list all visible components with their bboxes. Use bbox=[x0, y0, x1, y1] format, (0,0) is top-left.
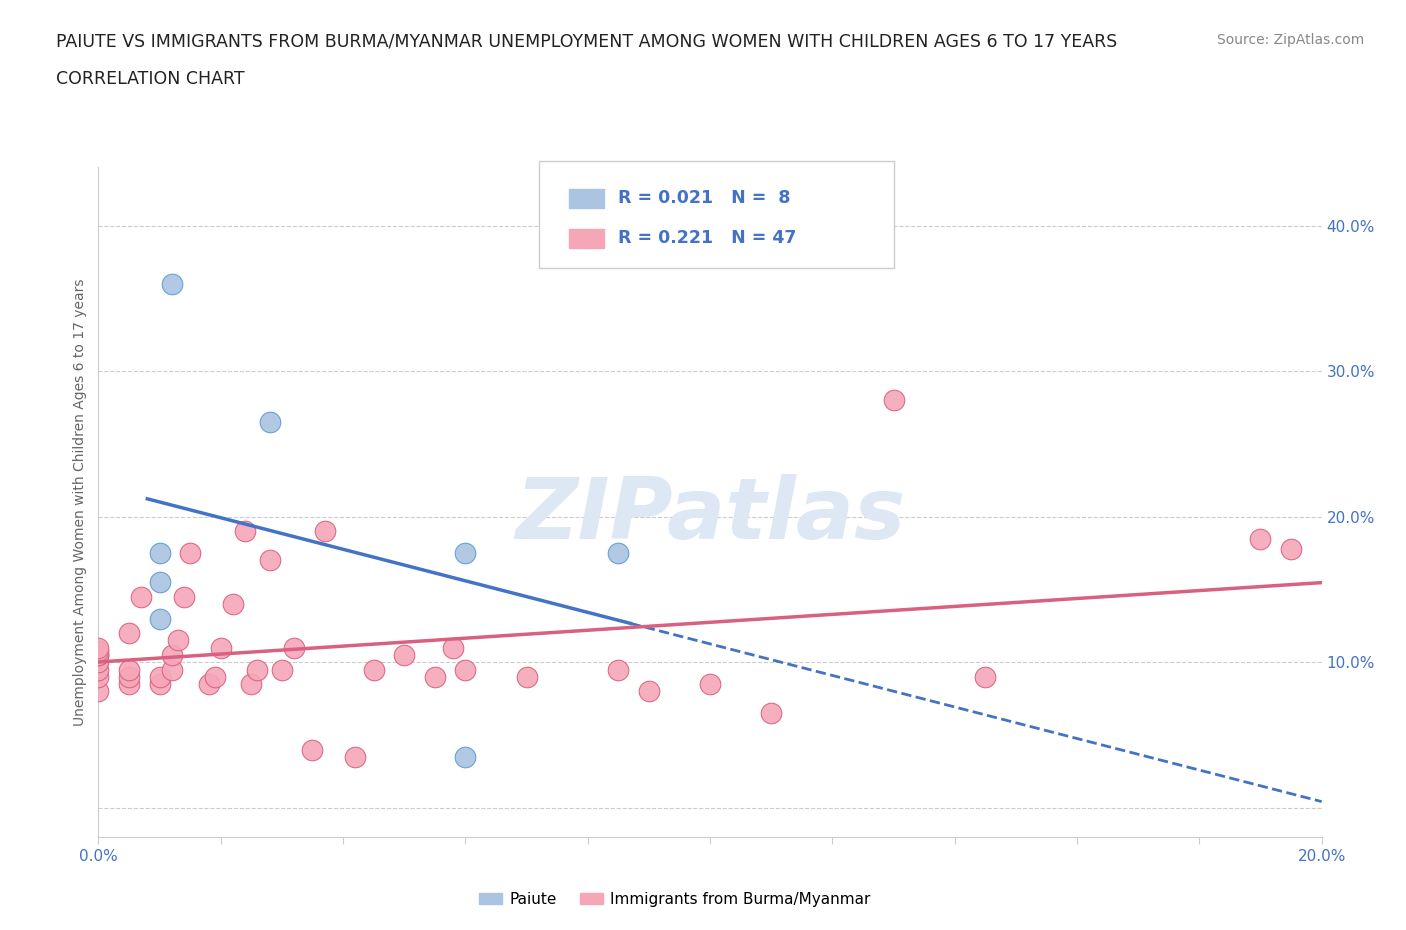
Point bbox=[454, 546, 477, 561]
Point bbox=[179, 546, 201, 561]
Point bbox=[167, 633, 190, 648]
Text: CORRELATION CHART: CORRELATION CHART bbox=[56, 70, 245, 87]
Point bbox=[87, 644, 110, 658]
Text: R = 0.021   N =  8: R = 0.021 N = 8 bbox=[619, 189, 790, 207]
Point bbox=[259, 553, 281, 568]
Point bbox=[637, 684, 661, 698]
Point bbox=[516, 670, 538, 684]
Point bbox=[392, 647, 416, 662]
Point bbox=[246, 662, 269, 677]
Point bbox=[149, 670, 172, 684]
Point bbox=[149, 611, 172, 626]
Point bbox=[87, 641, 110, 656]
Point bbox=[87, 662, 110, 677]
Legend: Paiute, Immigrants from Burma/Myanmar: Paiute, Immigrants from Burma/Myanmar bbox=[472, 886, 877, 913]
Point bbox=[454, 662, 477, 677]
Point bbox=[1249, 531, 1271, 546]
Point bbox=[974, 670, 997, 684]
Point bbox=[197, 677, 219, 692]
Point bbox=[149, 677, 172, 692]
Point bbox=[118, 626, 141, 641]
Y-axis label: Unemployment Among Women with Children Ages 6 to 17 years: Unemployment Among Women with Children A… bbox=[73, 278, 87, 726]
Point bbox=[240, 677, 263, 692]
Point bbox=[363, 662, 385, 677]
Point bbox=[118, 677, 141, 692]
Point bbox=[129, 590, 152, 604]
Point bbox=[344, 750, 367, 764]
Point bbox=[699, 677, 721, 692]
Point bbox=[87, 684, 110, 698]
Point bbox=[149, 546, 172, 561]
Bar bbox=[569, 229, 603, 247]
Point bbox=[607, 546, 630, 561]
Point bbox=[87, 647, 110, 662]
Point bbox=[883, 392, 905, 407]
Point bbox=[301, 742, 323, 757]
Point bbox=[423, 670, 446, 684]
Point bbox=[283, 641, 305, 656]
Point bbox=[209, 641, 232, 656]
Point bbox=[607, 662, 630, 677]
Point bbox=[314, 524, 336, 538]
Text: Source: ZipAtlas.com: Source: ZipAtlas.com bbox=[1216, 33, 1364, 46]
Point bbox=[87, 647, 110, 662]
Point bbox=[118, 662, 141, 677]
Point bbox=[87, 655, 110, 670]
Point bbox=[87, 670, 110, 684]
Text: ZIPatlas: ZIPatlas bbox=[515, 474, 905, 557]
Point bbox=[759, 706, 782, 721]
Bar bbox=[569, 189, 603, 207]
Point bbox=[270, 662, 292, 677]
FancyBboxPatch shape bbox=[538, 161, 894, 268]
Point bbox=[441, 641, 464, 656]
Point bbox=[149, 575, 172, 590]
Point bbox=[222, 597, 245, 612]
Text: PAIUTE VS IMMIGRANTS FROM BURMA/MYANMAR UNEMPLOYMENT AMONG WOMEN WITH CHILDREN A: PAIUTE VS IMMIGRANTS FROM BURMA/MYANMAR … bbox=[56, 33, 1118, 50]
Point bbox=[160, 662, 183, 677]
Point bbox=[160, 276, 183, 291]
Point bbox=[259, 415, 281, 430]
Point bbox=[454, 750, 477, 764]
Point bbox=[233, 524, 256, 538]
Point bbox=[118, 670, 141, 684]
Text: R = 0.221   N = 47: R = 0.221 N = 47 bbox=[619, 230, 797, 247]
Point bbox=[1279, 541, 1302, 556]
Point bbox=[173, 590, 195, 604]
Point bbox=[160, 647, 183, 662]
Point bbox=[204, 670, 226, 684]
